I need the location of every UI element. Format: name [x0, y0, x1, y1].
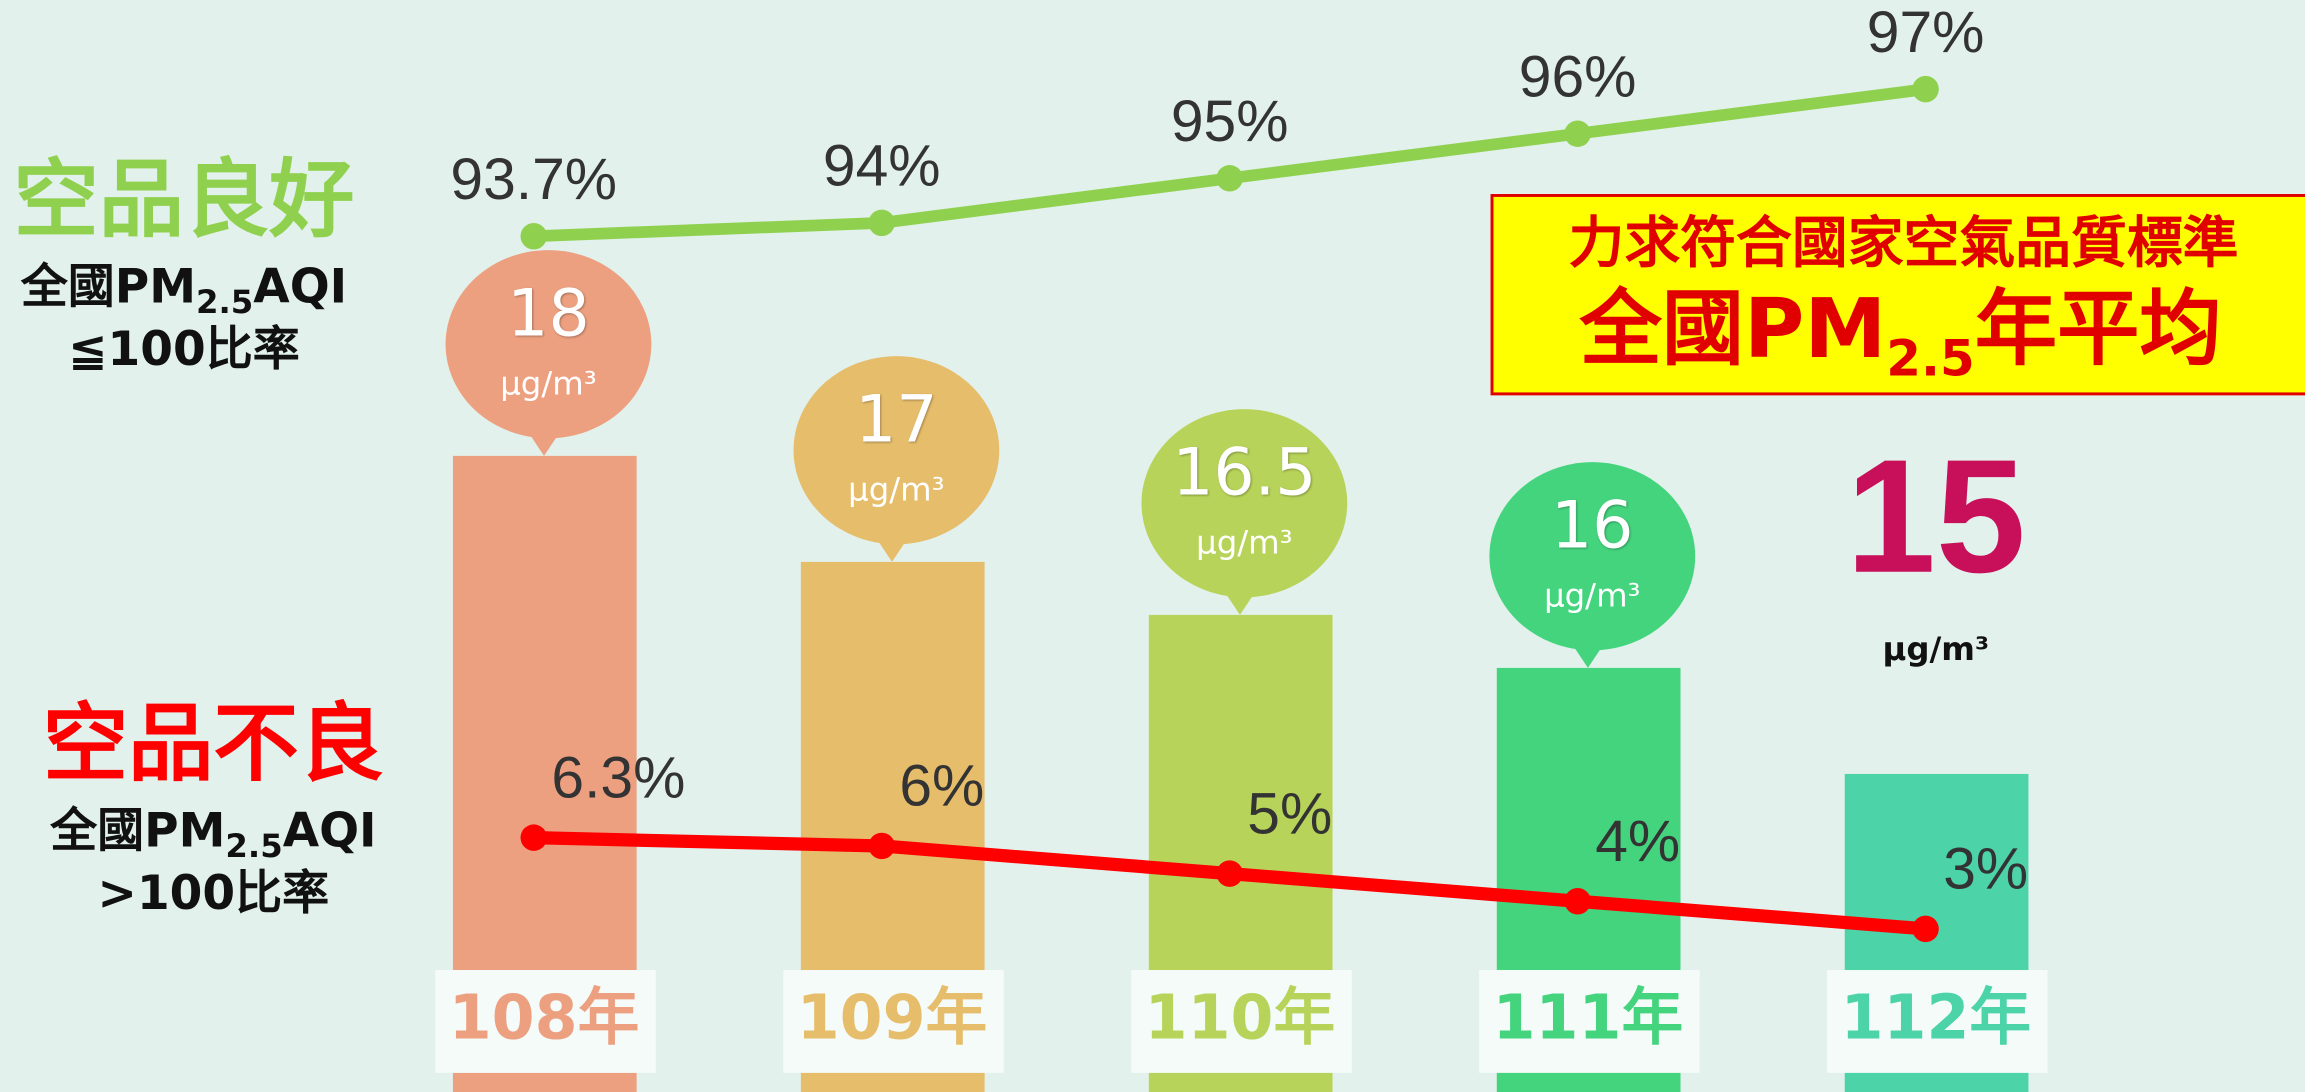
annotation-line2: 全國PM2.5年平均 — [1578, 283, 2221, 388]
legend-desc: 全國PM2.5AQI — [49, 803, 376, 865]
annotation-sub: 2.5 — [1886, 329, 1975, 387]
category-box — [1131, 970, 1352, 1073]
point — [1216, 165, 1243, 192]
data-label: 6% — [899, 754, 984, 819]
annotation-box — [1490, 194, 2305, 396]
bubble-unit: μg/m³ — [500, 364, 596, 402]
point — [1912, 915, 1939, 943]
data-label: 6.3% — [551, 745, 685, 810]
point — [520, 223, 547, 250]
highlight-unit: μg/m³ — [1883, 630, 1990, 668]
legend-desc2: ≦100比率 — [68, 322, 300, 377]
data-label: 94% — [823, 133, 941, 198]
bubble — [793, 356, 1000, 545]
data-label: 97% — [1867, 0, 1985, 65]
point — [1216, 860, 1243, 887]
bubble — [1141, 409, 1348, 598]
data-label: 95% — [1171, 89, 1289, 154]
point — [520, 824, 547, 851]
highlight-value: 15 — [1846, 427, 2026, 607]
legend-desc-part: 全國PM — [20, 259, 196, 314]
data-label: 93.7% — [450, 147, 617, 212]
bubble — [445, 250, 652, 439]
data-label: 5% — [1247, 781, 1332, 846]
data-label: 96% — [1519, 44, 1637, 109]
bubble-value: 16 — [1551, 488, 1633, 563]
category-box — [1827, 970, 2048, 1073]
bubble-value: 18 — [507, 276, 589, 351]
legend-desc2: >100比率 — [98, 866, 330, 921]
bubble — [1489, 462, 1696, 651]
x-tick-label: 111年 — [1493, 982, 1684, 1054]
data-label: 3% — [1943, 837, 2028, 902]
data-label: 4% — [1595, 809, 1680, 874]
x-tick-label: 109年 — [797, 982, 988, 1054]
x-tick-label: 108年 — [449, 982, 640, 1054]
bubble-value: 17 — [855, 382, 937, 457]
legend-desc-part: AQI — [283, 803, 377, 858]
category-box — [435, 970, 656, 1073]
bubble-unit: μg/m³ — [1196, 523, 1292, 561]
point — [1564, 888, 1591, 915]
point — [1564, 120, 1591, 147]
legend-desc: 全國PM2.5AQI — [20, 259, 347, 321]
legend-desc-sub: 2.5 — [225, 827, 282, 865]
annotation-line1: 力求符合國家空氣品質標準 — [1569, 211, 2239, 276]
point — [868, 832, 895, 860]
bubble-value: 16.5 — [1172, 435, 1316, 510]
legend-desc-part: AQI — [253, 259, 347, 314]
point — [1912, 75, 1939, 103]
category-box — [1479, 970, 1700, 1073]
point — [868, 209, 895, 237]
x-tick-label: 112年 — [1841, 982, 2032, 1054]
legend-desc-part: 全國PM — [49, 803, 225, 858]
bubble-unit: μg/m³ — [848, 470, 944, 508]
legend-name: 空品不良 — [43, 695, 384, 794]
category-box — [783, 970, 1004, 1073]
annotation-part: 全國PM — [1578, 283, 1886, 378]
legend-name: 空品良好 — [13, 151, 354, 250]
legend-desc-sub: 2.5 — [196, 283, 253, 321]
bubble-unit: μg/m³ — [1544, 576, 1640, 614]
annotation-part: 年平均 — [1975, 283, 2222, 378]
x-tick-label: 110年 — [1145, 982, 1336, 1054]
